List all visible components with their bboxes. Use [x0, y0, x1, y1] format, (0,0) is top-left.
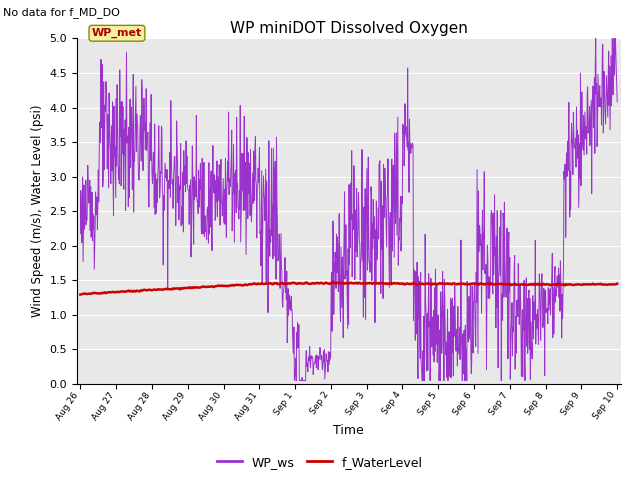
Text: WP_met: WP_met — [92, 28, 142, 38]
WP_ws — [613, 99, 621, 105]
WP_ws — [310, 362, 317, 368]
f_WaterLevel — [465, 281, 473, 287]
f_WaterLevel — [141, 287, 149, 293]
WP_ws — [77, 231, 84, 237]
WP_ws — [371, 214, 378, 219]
f_WaterLevel — [468, 281, 476, 287]
WP_ws — [257, 209, 265, 215]
WP_ws — [592, 36, 600, 41]
WP_ws — [359, 241, 367, 247]
f_WaterLevel — [330, 279, 337, 285]
f_WaterLevel — [289, 280, 297, 286]
WP_ws — [167, 98, 175, 104]
X-axis label: Time: Time — [333, 424, 364, 437]
WP_ws — [148, 144, 156, 150]
Y-axis label: Wind Speed (m/s), Water Level (psi): Wind Speed (m/s), Water Level (psi) — [31, 105, 44, 317]
Text: No data for f_MD_DO: No data for f_MD_DO — [3, 7, 120, 18]
Line: f_WaterLevel: f_WaterLevel — [81, 282, 617, 295]
f_WaterLevel — [415, 281, 423, 287]
f_WaterLevel — [252, 281, 259, 287]
WP_ws — [291, 378, 298, 384]
f_WaterLevel — [77, 292, 84, 298]
Title: WP miniDOT Dissolved Oxygen: WP miniDOT Dissolved Oxygen — [230, 21, 468, 36]
Legend: WP_ws, f_WaterLevel: WP_ws, f_WaterLevel — [212, 451, 428, 474]
f_WaterLevel — [613, 281, 621, 287]
Line: WP_ws: WP_ws — [81, 38, 617, 381]
